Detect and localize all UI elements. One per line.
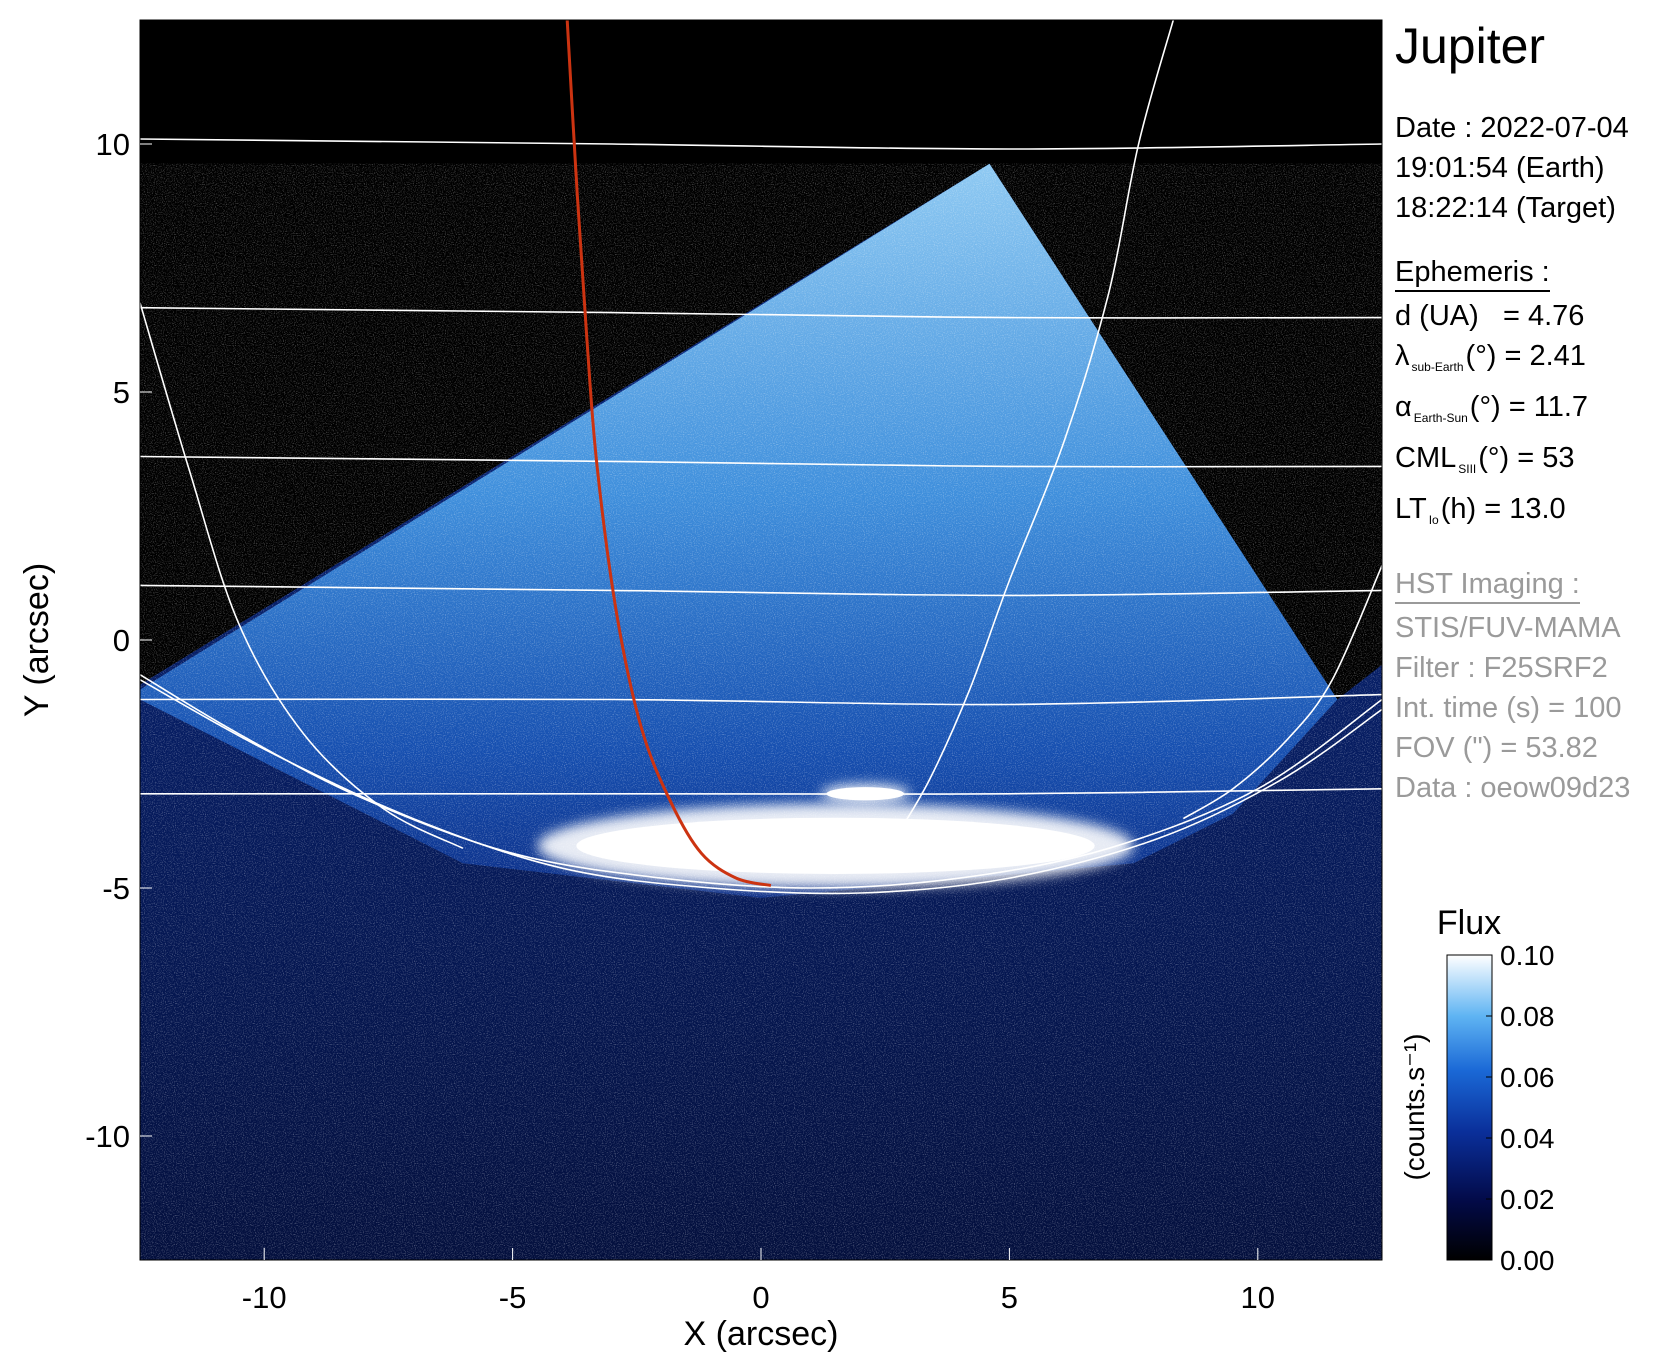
io-footpath-line	[565, 20, 772, 887]
imaging-header: HST Imaging :	[1395, 566, 1580, 604]
imaging-fov: FOV (") = 53.82	[1395, 732, 1598, 764]
ephemeris-sub-earth-latitude: λ sub-Earth(°) = 2.41	[1395, 340, 1586, 374]
colorbar-ticks: 0.10 0.08 0.06 0.04 0.02 0.00	[1486, 940, 1555, 1276]
plot-content	[140, 20, 1382, 1260]
colorbar-tick-label: 0.08	[1500, 1001, 1555, 1032]
ephemeris-cml: CML SIII(°) = 53	[1395, 442, 1575, 476]
noise-texture	[140, 163, 1382, 1260]
ephemeris-io-local-time: LT Io(h) = 13.0	[1395, 493, 1566, 527]
colorbar-tick-label: 0.00	[1500, 1245, 1555, 1276]
latitude-line	[140, 693, 1382, 706]
y-tick-label: 5	[113, 375, 130, 410]
x-tick-label: 5	[1001, 1280, 1018, 1315]
colorbar-tick-label: 0.10	[1500, 940, 1555, 971]
colorbar-tick-label: 0.02	[1500, 1184, 1555, 1215]
info-panel: Jupiter Date : 2022-07-04 19:01:54 (Eart…	[1395, 18, 1675, 808]
imaging-int-time: Int. time (s) = 100	[1395, 692, 1622, 724]
ephemeris-header: Ephemeris :	[1395, 254, 1550, 292]
y-tick-label: -5	[102, 871, 130, 906]
x-axis-label: X (arcsec)	[684, 1315, 839, 1353]
meridian-grid	[140, 20, 1382, 850]
ephemeris-phase-angle: α Earth-Sun(°) = 11.7	[1395, 391, 1589, 425]
meridian-line	[1182, 565, 1382, 820]
auroral-ovals	[140, 674, 1382, 895]
auroral-oval-line	[140, 674, 1382, 889]
planet-name: Jupiter	[1395, 18, 1546, 74]
latitude-grid	[140, 138, 1382, 795]
x-tick-label: 0	[752, 1280, 769, 1315]
ephemeris-distance: d (UA) = 4.76	[1395, 300, 1585, 332]
meridian-line	[894, 20, 1175, 839]
date-line: Date : 2022-07-04	[1395, 112, 1629, 144]
x-axis-ticks: -10 -5 0 5 10	[242, 1248, 1275, 1315]
y-tick-label: 10	[96, 127, 130, 162]
aurora-blob	[576, 817, 1095, 874]
y-tick-label: 0	[113, 623, 130, 658]
latitude-line	[140, 455, 1382, 468]
y-tick-label: -10	[85, 1119, 130, 1154]
latitude-line	[140, 584, 1382, 597]
imaging-instrument: STIS/FUV-MAMA	[1395, 612, 1621, 644]
meridian-line	[140, 302, 464, 850]
colorbar-title: Flux	[1437, 904, 1501, 942]
time-target: 18:22:14 (Target)	[1395, 192, 1616, 224]
colorbar-tick-label: 0.06	[1500, 1062, 1555, 1093]
imaging-data-id: Data : oeow09d23	[1395, 772, 1631, 804]
latitude-line	[140, 788, 1382, 795]
y-axis-ticks: -10 -5 0 5 10	[85, 127, 152, 1154]
colorbar-tick-label: 0.04	[1500, 1123, 1555, 1154]
auroral-oval-line	[140, 679, 1382, 895]
y-axis-label: Y (arcsec)	[18, 563, 56, 717]
latitude-line	[140, 138, 1382, 150]
x-tick-label: 10	[1241, 1280, 1275, 1315]
colorbar-gradient	[1446, 954, 1493, 1261]
time-earth: 19:01:54 (Earth)	[1395, 152, 1605, 184]
imaging-filter: Filter : F25SRF2	[1395, 652, 1608, 684]
colorbar-unit-label: (counts.s⁻¹)	[1399, 1033, 1430, 1180]
x-tick-label: -10	[242, 1280, 287, 1315]
x-tick-label: -5	[499, 1280, 527, 1315]
latitude-line	[140, 306, 1382, 319]
imaging-block: HST Imaging : STIS/FUV-MAMA Filter : F25…	[1395, 564, 1675, 808]
